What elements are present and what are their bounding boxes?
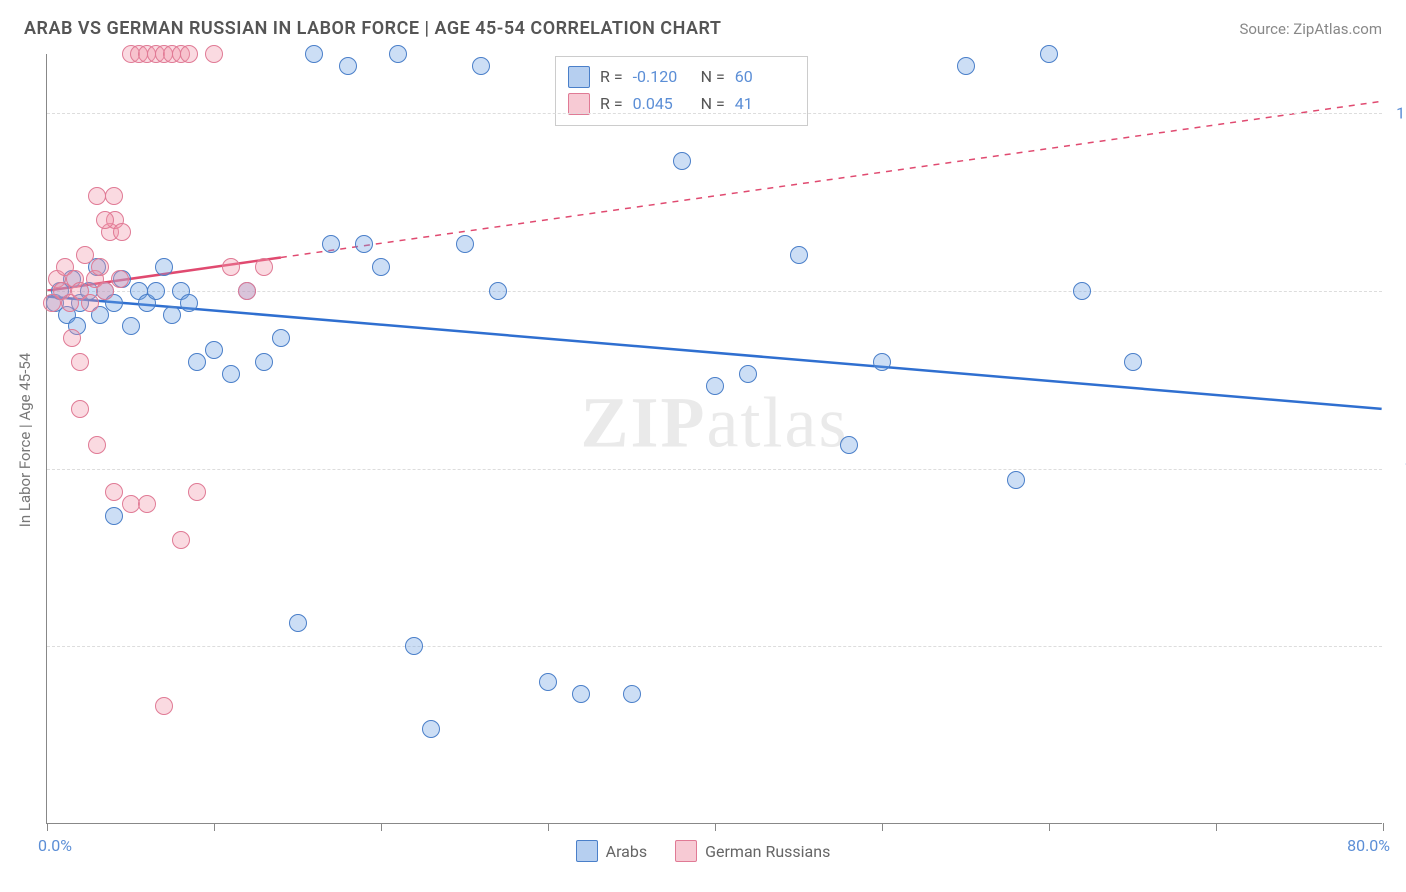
data-point: [188, 353, 206, 371]
data-point: [489, 282, 507, 300]
x-tick: [548, 823, 549, 831]
x-tick: [882, 823, 883, 831]
data-point: [1040, 45, 1058, 63]
swatch-german-russians-icon: [568, 93, 590, 115]
data-point: [222, 258, 240, 276]
data-point: [422, 720, 440, 738]
data-point: [122, 317, 140, 335]
source-label: Source: ZipAtlas.com: [1239, 20, 1382, 38]
data-point: [147, 282, 165, 300]
chart-title: ARAB VS GERMAN RUSSIAN IN LABOR FORCE | …: [24, 18, 721, 39]
x-tick: [715, 823, 716, 831]
data-point: [188, 483, 206, 501]
legend-label-arabs: Arabs: [606, 842, 648, 861]
data-point: [339, 57, 357, 75]
data-point: [96, 282, 114, 300]
data-point: [873, 353, 891, 371]
data-point: [456, 235, 474, 253]
data-point: [472, 57, 490, 75]
chart-header: ARAB VS GERMAN RUSSIAN IN LABOR FORCE | …: [0, 0, 1406, 39]
legend-item-german-russians: German Russians: [675, 840, 830, 862]
data-point: [1073, 282, 1091, 300]
data-point: [155, 697, 173, 715]
stats-box: R = -0.120 N = 60 R = 0.045 N = 41: [555, 56, 808, 126]
data-point: [405, 637, 423, 655]
data-point: [355, 235, 373, 253]
data-point: [71, 400, 89, 418]
data-point: [238, 282, 256, 300]
data-point: [138, 495, 156, 513]
data-point: [272, 329, 290, 347]
data-point: [255, 353, 273, 371]
gridline-h: [47, 469, 1382, 470]
data-point: [105, 187, 123, 205]
legend-label-german-russians: German Russians: [705, 842, 830, 861]
data-point: [205, 341, 223, 359]
data-point: [539, 673, 557, 691]
data-point: [105, 483, 123, 501]
data-point: [105, 507, 123, 525]
data-point: [111, 270, 129, 288]
data-point: [155, 258, 173, 276]
data-point: [180, 45, 198, 63]
data-point: [706, 377, 724, 395]
data-point: [91, 258, 109, 276]
data-point: [96, 211, 114, 229]
data-point: [957, 57, 975, 75]
data-point: [372, 258, 390, 276]
x-tick: [214, 823, 215, 831]
data-point: [222, 365, 240, 383]
data-point: [305, 45, 323, 63]
legend: Arabs German Russians: [0, 840, 1406, 862]
trend-lines: [47, 54, 1382, 823]
data-point: [623, 685, 641, 703]
data-point: [289, 614, 307, 632]
data-point: [739, 365, 757, 383]
x-tick: [47, 823, 48, 831]
x-tick: [381, 823, 382, 831]
data-point: [163, 306, 181, 324]
data-point: [255, 258, 273, 276]
x-tick: [1216, 823, 1217, 831]
data-point: [180, 294, 198, 312]
data-point: [790, 246, 808, 264]
gridline-h: [47, 646, 1382, 647]
stats-row-arabs: R = -0.120 N = 60: [568, 63, 793, 90]
data-point: [673, 152, 691, 170]
data-point: [205, 45, 223, 63]
legend-swatch-german-russians-icon: [675, 840, 697, 862]
data-point: [71, 353, 89, 371]
x-tick: [1383, 823, 1384, 831]
data-point: [81, 294, 99, 312]
data-point: [1007, 471, 1025, 489]
data-point: [88, 436, 106, 454]
x-tick: [1049, 823, 1050, 831]
data-point: [63, 329, 81, 347]
data-point: [840, 436, 858, 454]
data-point: [572, 685, 590, 703]
data-point: [389, 45, 407, 63]
data-point: [322, 235, 340, 253]
data-point: [172, 531, 190, 549]
data-point: [88, 187, 106, 205]
y-axis-title: In Labor Force | Age 45-54: [16, 353, 34, 527]
legend-item-arabs: Arabs: [576, 840, 648, 862]
data-point: [1124, 353, 1142, 371]
data-point: [122, 495, 140, 513]
gridline-h: [47, 113, 1382, 114]
y-tick-label: 100.0%: [1396, 104, 1406, 123]
scatter-chart: ZIPatlas R = -0.120 N = 60 R = 0.045 N =…: [46, 54, 1382, 824]
swatch-arabs-icon: [568, 66, 590, 88]
legend-swatch-arabs-icon: [576, 840, 598, 862]
data-point: [113, 223, 131, 241]
